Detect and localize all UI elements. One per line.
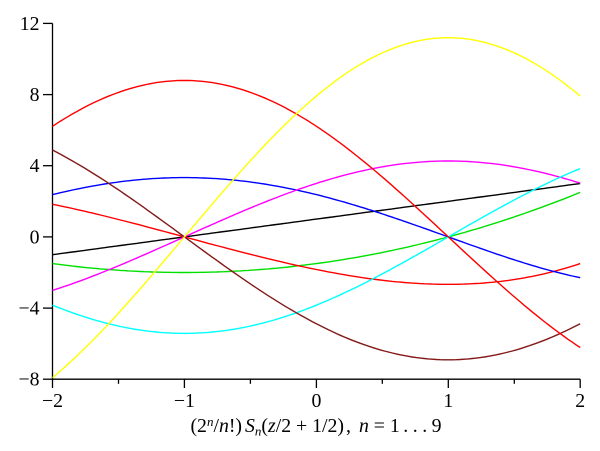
svg-text:−2: −2 — [42, 390, 63, 412]
svg-text:0: 0 — [311, 390, 321, 412]
svg-text:12: 12 — [20, 13, 40, 35]
svg-text:4: 4 — [30, 155, 40, 177]
svg-text:(2n/n!)Sn(z/2 + 1/2),n = 1...9: (2n/n!) Sn(z/2 + 1/2), n = 1...9 — [190, 414, 441, 439]
svg-text:8: 8 — [30, 84, 40, 106]
svg-text:−4: −4 — [18, 298, 39, 320]
svg-text:−8: −8 — [18, 369, 39, 391]
svg-text:0: 0 — [30, 226, 40, 248]
svg-text:1: 1 — [443, 390, 453, 412]
svg-text:2: 2 — [575, 390, 585, 412]
svg-text:−1: −1 — [174, 390, 195, 412]
